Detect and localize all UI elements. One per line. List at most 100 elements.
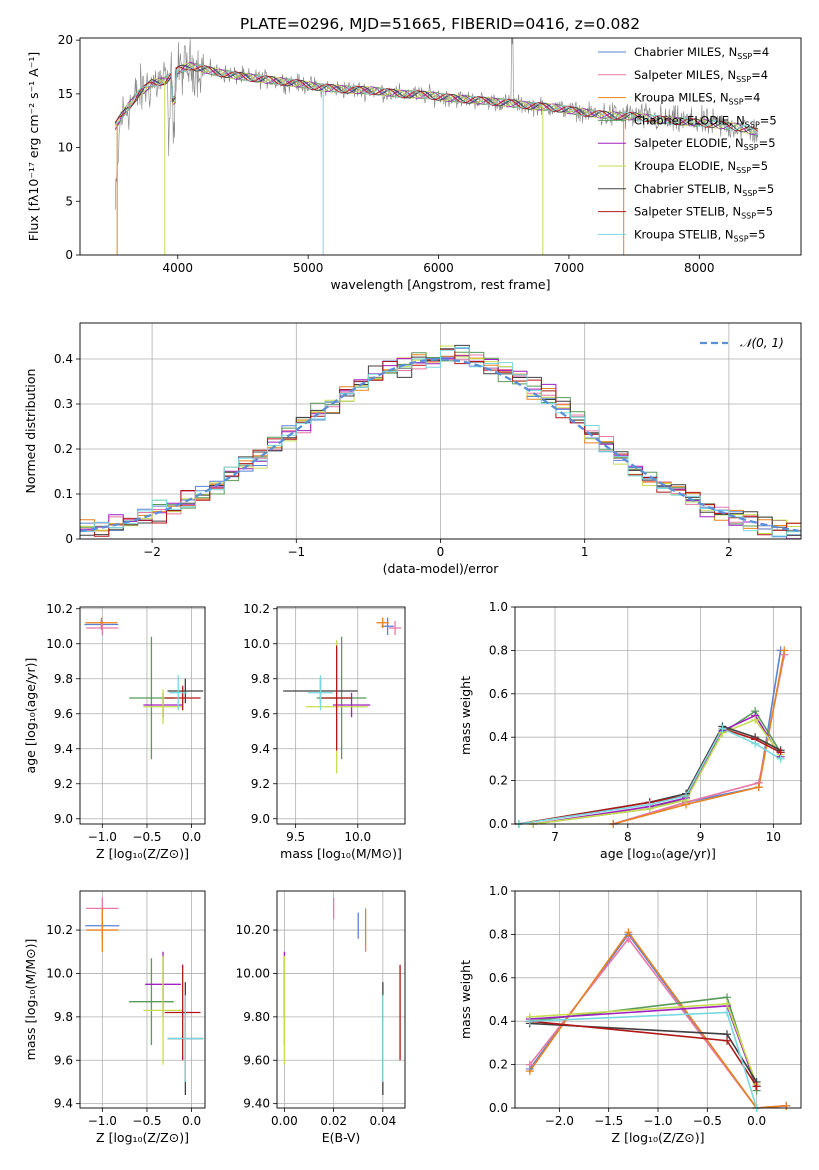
x-tick-label: 7	[551, 830, 559, 844]
y-tick-label: 9.8	[54, 1010, 73, 1024]
legend-label-chabrier_stelib: Chabrier STELIB, NSSP=5	[634, 182, 774, 198]
weight-marker-kroupa_stelib	[645, 800, 654, 809]
y-axis-label: age [log₁₀(age/yr)]	[23, 658, 38, 774]
x-tick-label: 0.0	[182, 1114, 201, 1128]
gaussian-curve	[80, 358, 799, 533]
weight-marker-kroupa_stelib	[723, 1008, 732, 1017]
plot-area	[80, 344, 801, 539]
legend-label-main: Salpeter ELODIE, N	[634, 136, 744, 150]
y-tick-label: 0	[65, 248, 73, 262]
x-tick-label: 7000	[554, 261, 585, 275]
x-tick-label: 0.0	[747, 1114, 766, 1128]
x-tick-label: 0.04	[369, 1114, 396, 1128]
x-tick-label: 9.5	[286, 830, 305, 844]
x-tick-label: 0.0	[182, 830, 201, 844]
panel-age_vs_mass: 9.5 10.0 9.0 9.2 9.4 9.6 9.8 10.0 10.2 mass [log₁…	[243, 602, 406, 861]
legend-label-salpeter_miles: Salpeter MILES, NSSP=4	[634, 68, 768, 84]
x-axis-label: (data-model)/error	[383, 561, 500, 576]
y-tick-label: 20	[58, 33, 73, 47]
axes-frame	[514, 890, 802, 1109]
spectrum-model-salpeter_stelib	[114, 65, 759, 132]
y-tick-label: 9.0	[54, 812, 73, 826]
y-tick-label: 9.6	[54, 1053, 73, 1067]
y-tick-label: 0.2	[489, 774, 508, 788]
x-tick-label: 10.0	[344, 830, 371, 844]
plot-area	[518, 650, 786, 824]
legend-label-chabrier_elodie: Chabrier ELODIE, NSSP=5	[634, 113, 777, 129]
y-tick-label: 9.6	[54, 707, 73, 721]
legend-label-main: Kroupa ELODIE, N	[634, 159, 736, 173]
x-tick-label: −1.0	[643, 1114, 672, 1128]
panel-mass_vs_ebv: 0.00 0.02 0.04 9.40 9.60 9.80 10.00 10.20 E(B-V)	[236, 890, 406, 1145]
x-tick-label: −1	[287, 545, 305, 559]
y-tick-label: 10.0	[46, 637, 73, 651]
y-tick-label: 9.80	[243, 1010, 270, 1024]
plot-area	[84, 617, 204, 760]
axes-frame	[79, 322, 802, 540]
plot-area	[85, 897, 204, 1095]
axes-frame	[79, 606, 206, 825]
y-tick-label: 9.6	[251, 707, 270, 721]
x-tick-label: 5000	[293, 261, 324, 275]
x-axis-label: mass [log₁₀(M/M⊙)]	[280, 846, 402, 861]
legend-label-main: Chabrier ELODIE, N	[634, 113, 745, 127]
plot-area	[283, 617, 402, 774]
spectrum-model-kroupa_stelib	[114, 64, 759, 136]
x-tick-label: −1.0	[88, 830, 117, 844]
spectrum-model-kroupa_elodie	[114, 63, 759, 134]
y-tick-label: 0.8	[489, 927, 508, 941]
legend-label-suffix: =4	[751, 68, 768, 82]
weight-line-salpeter_elodie	[533, 714, 782, 824]
x-tick-label: 1	[581, 545, 589, 559]
x-tick-label: −1.5	[594, 1114, 623, 1128]
grid	[80, 891, 205, 1108]
legend-label-sub: SSP	[734, 234, 749, 243]
x-tick-label: 6000	[423, 261, 454, 275]
legend-label-sub: SSP	[745, 120, 760, 129]
y-axis-label: mass weight	[458, 676, 473, 755]
weight-line-kroupa_miles	[612, 650, 786, 824]
plot-area	[114, 38, 759, 255]
weight-marker-kroupa_miles	[754, 783, 763, 792]
legend-label-main: Chabrier MILES, N	[634, 45, 737, 59]
legend-label-sub: SSP	[736, 75, 751, 84]
y-tick-label: 0.4	[54, 352, 73, 366]
y-tick-label: 0.1	[54, 487, 73, 501]
axes-frame	[276, 890, 406, 1109]
y-tick-label: 9.8	[54, 672, 73, 686]
axes-frame	[79, 890, 206, 1109]
panel-mass_vs_Z: −1.0 −0.5 0.0 9.4 9.6 9.8 10.0 10.2 Z [log₁₀(Z/Z…	[23, 890, 206, 1145]
legend-label-sub: SSP	[729, 98, 744, 107]
legend-label-main: Salpeter STELIB, N	[634, 205, 741, 219]
legend-label-main: Kroupa MILES, N	[634, 91, 729, 105]
legend-label-salpeter_stelib: Salpeter STELIB, NSSP=5	[634, 205, 773, 221]
legend-label-kroupa_stelib: Kroupa STELIB, NSSP=5	[634, 227, 765, 243]
x-tick-label: 0	[437, 545, 445, 559]
weight-marker-kroupa_elodie	[723, 999, 732, 1008]
x-tick-label: −0.5	[132, 1114, 161, 1128]
y-tick-label: 0.6	[489, 687, 508, 701]
y-tick-label: 0.8	[489, 643, 508, 657]
legend-label-sub: SSP	[744, 143, 759, 152]
weight-marker-kroupa_stelib	[682, 791, 691, 800]
weight-marker-kroupa_miles	[782, 1101, 791, 1110]
legend-label-suffix: =5	[759, 136, 776, 150]
y-tick-label: 0.0	[489, 817, 508, 831]
y-tick-label: 0.6	[489, 971, 508, 985]
weight-marker-kroupa_miles	[624, 928, 633, 937]
y-tick-label: 9.2	[251, 777, 270, 791]
legend-label-chabrier_miles: Chabrier MILES, NSSP=4	[634, 45, 769, 61]
panel-spectrum: 4000 5000 6000 7000 8000 0 5 10 15 20 wavelength […	[26, 33, 802, 292]
weight-marker-kroupa_stelib	[751, 739, 760, 748]
x-tick-label: −0.5	[132, 830, 161, 844]
x-tick-label: 10	[766, 830, 781, 844]
legend-label-salpeter_elodie: Salpeter ELODIE, NSSP=5	[634, 136, 776, 152]
legend-label-suffix: =5	[751, 159, 768, 173]
y-tick-label: 0.3	[54, 397, 73, 411]
x-tick-label: −1.0	[88, 1114, 117, 1128]
legend-label-sub: SSP	[736, 166, 751, 175]
axes-frame	[79, 37, 802, 256]
x-tick-label: 8000	[684, 261, 715, 275]
y-tick-label: 0.4	[489, 730, 508, 744]
